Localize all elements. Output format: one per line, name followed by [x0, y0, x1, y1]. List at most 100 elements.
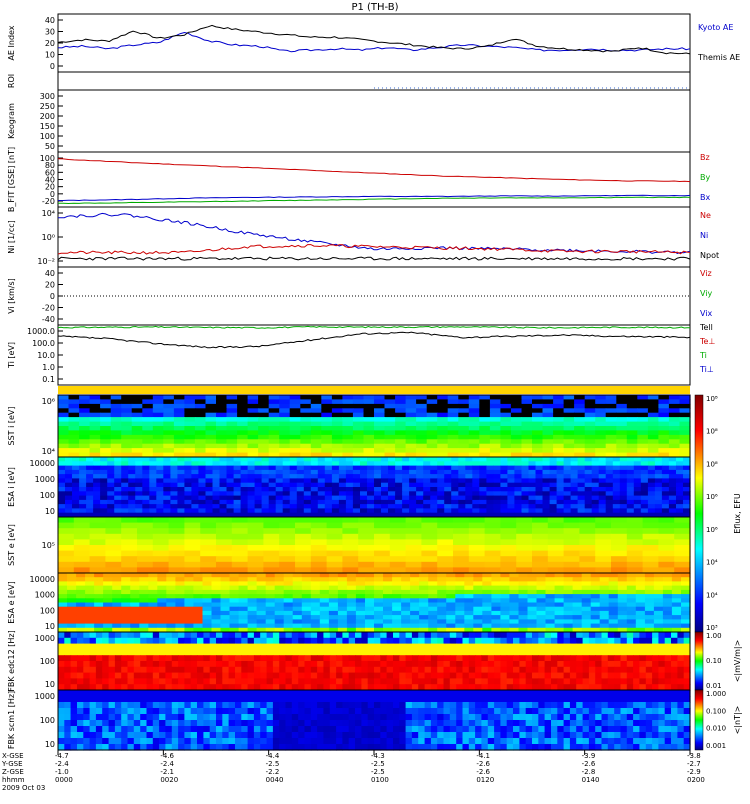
sst_ion-cell	[458, 426, 469, 431]
esa_ion-cell	[184, 483, 192, 488]
fbk_edc-cell	[456, 661, 463, 667]
esa_ion-cell	[606, 470, 614, 475]
esa_ion-cell	[283, 483, 291, 488]
fbk_edc-cell	[557, 632, 564, 638]
esa_elec-cell	[446, 594, 456, 599]
esa_elec-cell	[221, 619, 231, 624]
sst_ion-cell	[511, 435, 522, 440]
sst_ion-cell	[427, 399, 438, 404]
esa_elec-cell	[519, 607, 529, 612]
fbk_scm-cell	[564, 696, 571, 703]
esa_elec-cell	[85, 594, 95, 599]
fbk_scm-cell	[538, 690, 545, 697]
esa_ion-cell	[465, 457, 473, 462]
esa_ion-cell	[669, 470, 677, 475]
esa_elec-cell	[184, 581, 194, 586]
esa_ion-cell	[198, 461, 206, 466]
sst_ion-cell	[90, 422, 101, 427]
esa_elec-cell	[464, 624, 474, 629]
fbk_edc-cell	[463, 649, 470, 655]
esa_elec-cell	[437, 624, 447, 629]
esa_elec-cell	[365, 598, 375, 603]
sst_elec-cell	[232, 539, 248, 545]
fbk_scm-cell	[203, 696, 210, 703]
fbk_edc-cell	[241, 678, 248, 684]
esa_elec-cell	[112, 573, 122, 578]
esa_elec-cell	[672, 573, 682, 578]
fbk_edc-cell	[368, 632, 375, 638]
esa_elec-cell	[230, 594, 240, 599]
sst_ion-cell	[627, 444, 638, 449]
esa_elec-cell	[428, 607, 438, 612]
esa_ion-cell	[669, 500, 677, 505]
fbk_edc-cell	[273, 649, 280, 655]
sst_elec-cell	[121, 556, 137, 562]
sst_ion-cell	[606, 422, 617, 427]
esa_elec-cell	[121, 581, 131, 586]
esa_ion-cell	[128, 500, 136, 505]
esa_ion-cell	[276, 478, 284, 483]
esa_elec-cell	[383, 611, 393, 616]
esa_elec-cell	[230, 607, 240, 612]
fbk_scm-cell	[519, 690, 526, 697]
esa_elec-cell	[329, 586, 339, 591]
sst_ion-cell	[469, 417, 480, 422]
density-legend-ne: Ne	[700, 211, 711, 220]
fbk_edc-cell	[374, 678, 381, 684]
esa_elec-cell	[519, 624, 529, 629]
sst_ion-cell	[395, 413, 406, 418]
sst_elec-cell	[169, 562, 185, 568]
esa_elec-cell	[609, 577, 619, 582]
esa_ion-cell	[395, 461, 403, 466]
sst_elec-cell	[564, 523, 580, 529]
sst_ion-cell	[300, 413, 311, 418]
fbk_scm-cell	[393, 702, 400, 709]
fbk_edc-cell	[197, 632, 204, 638]
esa_elec-cell	[473, 581, 483, 586]
fbk_edc-cell	[191, 632, 198, 638]
esa_elec-cell	[148, 619, 158, 624]
esa_elec-cell	[392, 573, 402, 578]
fbk_edc-cell	[463, 678, 470, 684]
fbk_scm-cell	[64, 708, 71, 715]
esa_ion-cell	[283, 496, 291, 501]
esa_ion-cell	[72, 504, 80, 509]
sst_elec-cell	[105, 517, 121, 523]
esa_elec-cell	[374, 624, 384, 629]
sst_elec-ytick: 10⁵	[42, 541, 55, 550]
fbk_edc-cell	[298, 655, 305, 661]
esa_ion-cell	[177, 508, 185, 513]
temperature-ytick: 10.0	[37, 351, 55, 360]
esa_ion-cell	[571, 478, 579, 483]
esa_ion-cell	[648, 470, 656, 475]
esa_ion-cell	[72, 461, 80, 466]
esa_ion-cell	[599, 496, 607, 501]
fbk_edc-cell	[286, 644, 293, 650]
esa_ion-cell	[304, 470, 312, 475]
esa_ion-cell	[627, 504, 635, 509]
sst_ion-cell	[227, 439, 238, 444]
sst_elec-cell	[58, 528, 74, 534]
fbk_edc-cell	[633, 678, 640, 684]
esa_ion-cell	[655, 483, 663, 488]
sst_ion-cell	[406, 439, 417, 444]
esa_ion-cell	[311, 457, 319, 462]
sst_ion-cell	[637, 448, 648, 453]
sst_ion-cell	[195, 395, 206, 400]
esa_elec-cell	[257, 581, 267, 586]
fbk_edc-cell	[494, 673, 501, 679]
fbk_edc-cell	[172, 678, 179, 684]
esa_elec-cell	[428, 590, 438, 595]
esa_elec-cell	[473, 603, 483, 608]
sst_ion-cell	[648, 417, 659, 422]
fbk_scm-cell	[342, 690, 349, 697]
fbk_scm-cell	[286, 690, 293, 697]
fbk_edc-cell	[336, 638, 343, 644]
esa_ion-cell	[72, 474, 80, 479]
fbk_edc-cell	[229, 632, 236, 638]
ae-ytick: 0	[50, 62, 55, 71]
esa_ion-cell	[592, 466, 600, 471]
esa_ion-cell	[114, 470, 122, 475]
sst_ion-ytick: 10⁴	[42, 447, 55, 456]
esa_elec-cell	[347, 573, 357, 578]
